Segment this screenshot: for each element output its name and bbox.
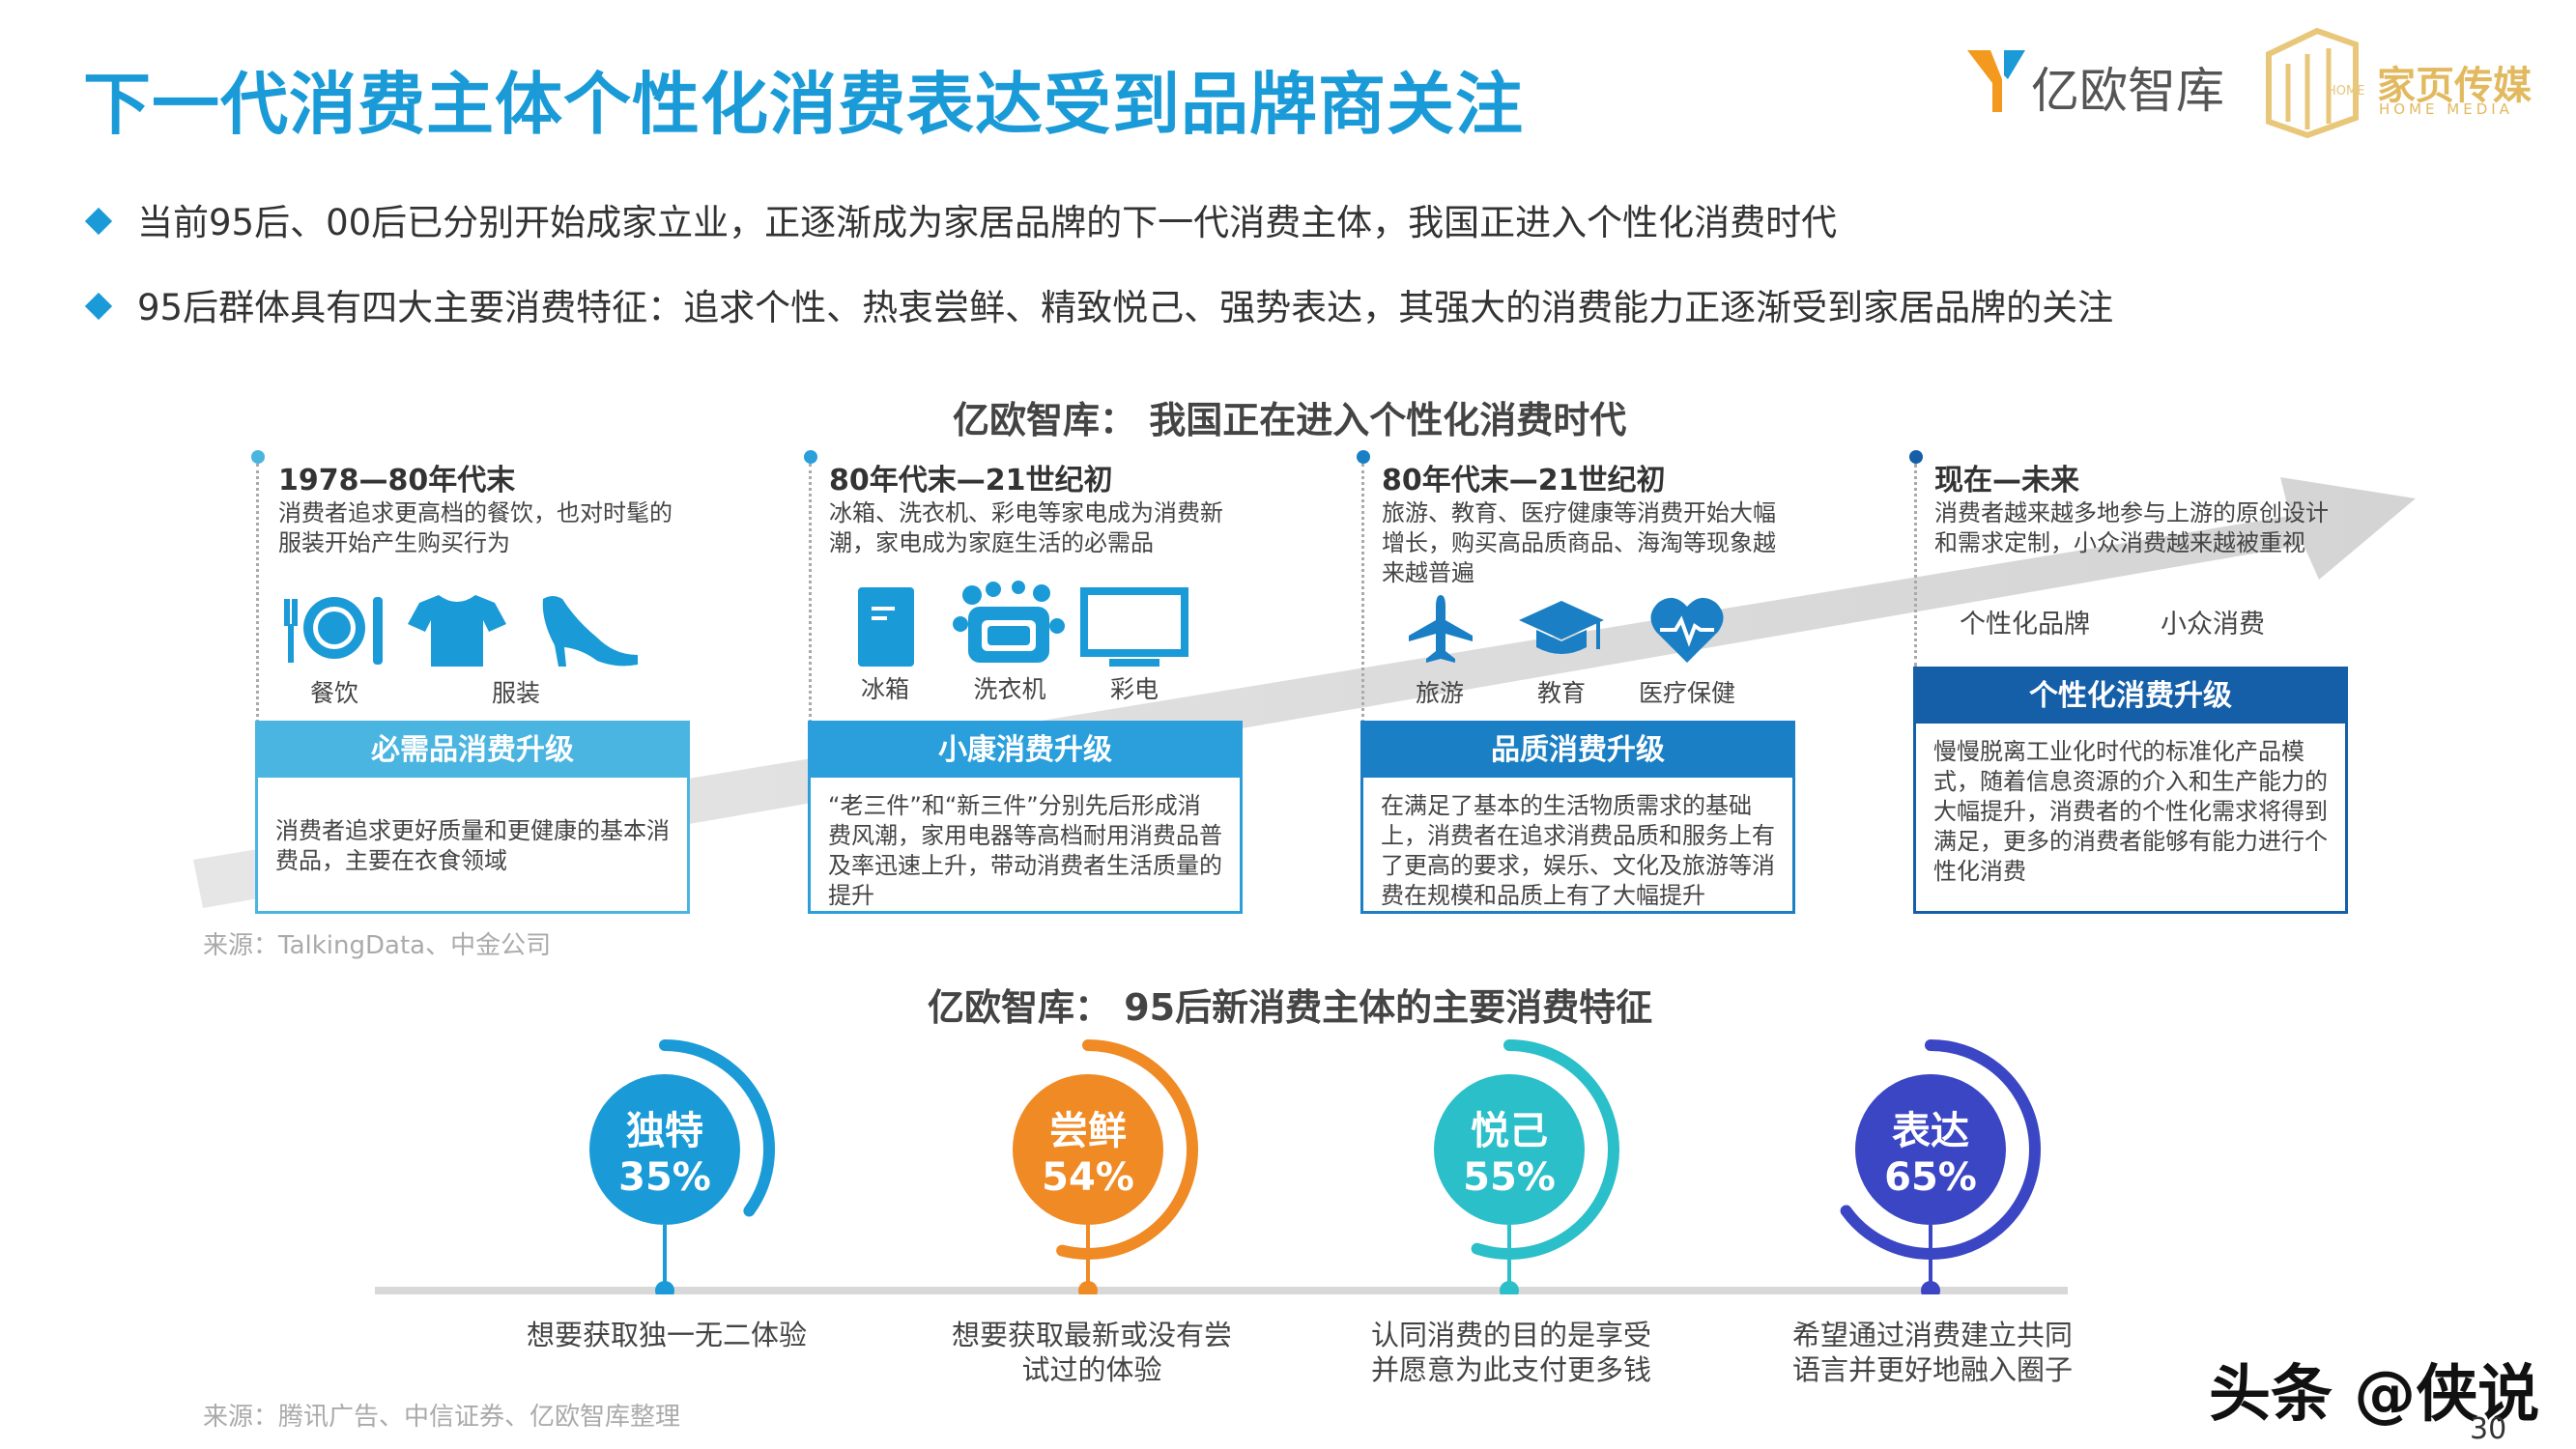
feature1-percent: 35% <box>618 1155 711 1200</box>
plane-icon <box>1409 595 1473 663</box>
section1-title: 亿欧智库： 我国正在进入个性化消费时代 <box>953 399 1627 441</box>
era4-box-text: 慢慢脱离工业化时代的标准化产品模式，随着信息资源的介入和生产能力的大幅提升，消费… <box>1933 738 2328 885</box>
diamond-bullet-icon <box>84 207 113 235</box>
section1-source: 来源：TalkingData、中金公司 <box>203 931 552 960</box>
homemedia-logo: HOME 家页传媒 HOME MEDIA <box>2259 25 2549 141</box>
feature3-name: 悦己 <box>1471 1109 1548 1153</box>
fridge-icon <box>858 587 914 667</box>
feature3-baseline-dot <box>1500 1281 1519 1294</box>
era3-box: 品质消费升级 在满足了基本的生活物质需求的基础上，消费者在追求消费品质和服务上有… <box>1360 721 1795 914</box>
era2-dotted-line <box>809 464 812 723</box>
era1-box: 必需品消费升级 消费者追求更好质量和更健康的基本消费品，主要在衣食领域 <box>255 721 690 914</box>
era4-box: 个性化消费升级 慢慢脱离工业化时代的标准化产品模式，随着信息资源的介入和生产能力… <box>1913 667 2348 914</box>
era4-tag-personal-brand: 个性化品牌 <box>1960 610 2090 639</box>
growth-arrow <box>193 477 2416 908</box>
feature2-circle <box>1013 1074 1163 1225</box>
feature3-progress-arc <box>1471 1039 1619 1260</box>
era2-icon-label-tv: 彩电 <box>1109 675 1159 703</box>
bullet-1: 当前95后、00后已分别开始成家立业，正逐渐成为家居品牌的下一代消费主体，我国正… <box>84 193 1838 245</box>
era2-desc: 冰箱、洗衣机、彩电等家电成为消费新潮，家电成为家庭生活的必需品 <box>829 499 1223 556</box>
feature3-caption: 认同消费的目的是享受并愿意为此支付更多钱 <box>1370 1319 1651 1386</box>
era4-dot <box>1909 450 1923 464</box>
homemedia-box-text: HOME <box>2327 84 2364 99</box>
era1-icon-label-dining: 餐饮 <box>309 679 358 707</box>
heel-icon <box>542 596 638 667</box>
feature1-name: 独特 <box>626 1109 703 1153</box>
era3-period: 80年代末—21世纪初 <box>1382 464 1666 497</box>
plate-icon <box>284 597 383 665</box>
feature4-baseline-dot <box>1921 1281 1940 1294</box>
era3-icon-label-education: 教育 <box>1536 679 1586 707</box>
era3-box-title: 品质消费升级 <box>1363 724 1792 778</box>
bullet-2-text: 95后群体具有四大主要消费特征：追求个性、热衷尝鲜、精致悦己、强势表达，其强大的… <box>137 287 2114 328</box>
yiou-logo-icon <box>1967 50 2025 112</box>
era2-box-title: 小康消费升级 <box>811 724 1240 778</box>
era2-icon-label-fridge: 冰箱 <box>860 675 909 703</box>
feature4-name: 表达 <box>1892 1109 1969 1153</box>
feature1-caption: 想要获取独一无二体验 <box>526 1319 807 1351</box>
page-number: 30 <box>2470 1412 2507 1446</box>
feature1-progress-arc <box>659 1039 775 1217</box>
era1-box-title: 必需品消费升级 <box>258 724 687 778</box>
yiou-logo: 亿欧智库 <box>1961 41 2251 119</box>
era2-box-text: “老三件”和“新三件”分别先后形成消费风潮，家用电器等高档耐用消费品普及率迅速上… <box>828 792 1222 909</box>
feature2-progress-arc <box>1056 1039 1198 1260</box>
era1-icon-label-clothing: 服装 <box>491 679 540 707</box>
page-title: 下一代消费主体个性化消费表达受到品牌商关注 <box>83 65 1524 144</box>
section2-source: 来源：腾讯广告、中信证券、亿欧智库整理 <box>203 1403 681 1432</box>
feature2-caption: 想要获取最新或没有尝试过的体验 <box>951 1319 1232 1386</box>
washer-icon <box>953 581 1065 663</box>
bullet-1-text: 当前95后、00后已分别开始成家立业，正逐渐成为家居品牌的下一代消费主体，我国正… <box>137 202 1838 243</box>
era1-dot <box>251 450 265 464</box>
diamond-bullet-icon <box>84 292 113 320</box>
era4-desc: 消费者越来越多地参与上游的原创设计和需求定制，小众消费越来越被重视 <box>1934 499 2329 556</box>
era4-tag-niche: 小众消费 <box>2161 610 2265 639</box>
yiou-logo-text: 亿欧智库 <box>2031 63 2224 119</box>
feature3-percent: 55% <box>1463 1155 1556 1200</box>
feature1-circle <box>589 1074 740 1225</box>
era3-dot <box>1357 450 1370 464</box>
era2-icon-label-washer: 洗衣机 <box>973 675 1046 703</box>
feature4-circle <box>1855 1074 2006 1225</box>
tv-icon <box>1080 587 1188 667</box>
era4-box-title: 个性化消费升级 <box>1916 669 2345 724</box>
era3-icon-label-health: 医疗保健 <box>1638 679 1735 707</box>
heart-pulse-icon <box>1650 597 1724 663</box>
watermark: 头条 @侠说 <box>2209 1359 2540 1431</box>
feature2-name: 尝鲜 <box>1049 1109 1127 1153</box>
tshirt-icon <box>408 595 506 667</box>
section2-title: 亿欧智库： 95后新消费主体的主要消费特征 <box>928 986 1653 1029</box>
era4-dotted-line <box>1914 464 1917 667</box>
homemedia-logo-icon: HOME <box>2266 27 2364 139</box>
feature3-circle <box>1434 1074 1585 1225</box>
bullet-2: 95后群体具有四大主要消费特征：追求个性、热衷尝鲜、精致悦己、强势表达，其强大的… <box>84 278 2114 330</box>
feature4-progress-arc <box>1840 1039 2041 1260</box>
era3-box-text: 在满足了基本的生活物质需求的基础上，消费者在追求消费品质和服务上有了更高的要求，… <box>1381 792 1775 909</box>
graduation-cap-icon <box>1519 601 1604 654</box>
feature4-percent: 65% <box>1884 1155 1977 1200</box>
era3-dotted-line <box>1361 464 1364 723</box>
era2-box: 小康消费升级 “老三件”和“新三件”分别先后形成消费风潮，家用电器等高档耐用消费… <box>808 721 1243 914</box>
era1-box-text: 消费者追求更好质量和更健康的基本消费品，主要在衣食领域 <box>275 817 670 874</box>
era2-period: 80年代末—21世纪初 <box>829 464 1113 497</box>
era1-desc: 消费者追求更高档的餐饮，也对时髦的服装开始产生购买行为 <box>278 499 673 556</box>
era4-period: 现在—未来 <box>1934 464 2079 497</box>
feature2-percent: 54% <box>1042 1155 1134 1200</box>
era2-dot <box>804 450 817 464</box>
era3-desc: 旅游、教育、医疗健康等消费开始大幅增长，购买高品质商品、海淘等现象越来越普遍 <box>1382 499 1776 586</box>
feature2-baseline-dot <box>1078 1281 1098 1294</box>
era3-icon-label-travel: 旅游 <box>1415 679 1464 707</box>
feature1-baseline-dot <box>655 1281 674 1294</box>
era1-dotted-line <box>256 464 259 723</box>
homemedia-logo-cn: 家页传媒 <box>2377 64 2532 108</box>
era1-period: 1978—80年代末 <box>278 464 516 497</box>
feature4-caption: 希望通过消费建立共同语言并更好地融入圈子 <box>1791 1319 2073 1386</box>
homemedia-logo-en: HOME MEDIA <box>2379 100 2513 118</box>
